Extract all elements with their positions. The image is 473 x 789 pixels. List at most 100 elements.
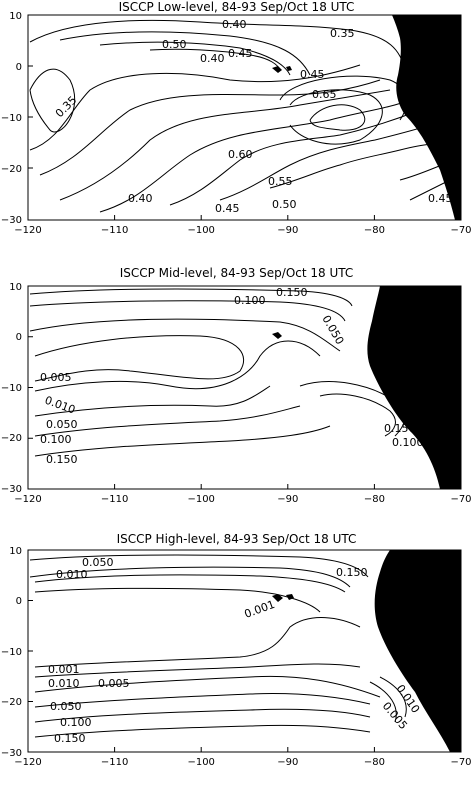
- contour-label: 0.150: [336, 566, 368, 579]
- contour-label: 0.001: [48, 663, 80, 676]
- contour-line: [29, 64, 361, 151]
- contour-line: [34, 587, 321, 613]
- y-tick-label: 10: [9, 282, 22, 293]
- contour-label: 0.100: [60, 716, 92, 729]
- contour-line: [34, 405, 301, 437]
- y-tick-label: −10: [1, 647, 22, 658]
- contour-label: 0.100: [40, 433, 72, 446]
- mid-level-contour-plot: −120 −110 −100 −90 −80 −70 10 0 −10 −20 …: [1, 282, 472, 505]
- contour-line: [29, 318, 341, 352]
- contour-label: 0.65: [312, 88, 337, 101]
- contour-label: 0.050: [46, 418, 78, 431]
- contour-line: [369, 681, 397, 723]
- contour-line: [34, 675, 381, 698]
- y-tick-label: 10: [9, 546, 22, 557]
- low-level-panel: ISCCP Low-level, 84-93 Sep/Oct 18 UTC: [0, 0, 473, 257]
- y-tick-label: 0: [16, 332, 22, 343]
- high-level-contour-plot: −120 −110 −100 −90 −80 −70 10 0 −10 −20 …: [1, 546, 472, 768]
- contour-label: 0.40: [222, 18, 247, 31]
- land-mass: [272, 15, 461, 220]
- contour-line: [29, 68, 76, 133]
- contour-label: 0.35: [330, 27, 355, 40]
- x-tick-label: −70: [450, 494, 471, 505]
- y-tick-label: −30: [1, 215, 22, 226]
- contour-line: [99, 41, 291, 76]
- contour-label: 0.010: [56, 568, 88, 581]
- contour-label: 0.050: [50, 700, 82, 713]
- contour-label: 0.55: [268, 175, 293, 188]
- contour-line: [29, 19, 406, 71]
- x-tick-label: −90: [277, 225, 298, 236]
- contour-line: [169, 109, 421, 206]
- x-tick-label: −100: [187, 494, 214, 505]
- contour-label: 0.50: [272, 198, 297, 211]
- x-tick-label: −90: [277, 494, 298, 505]
- low-level-contour-plot: −120 −110 −100 −90 −80 −70 10 0 −10 −20 …: [1, 11, 472, 236]
- x-tick-label: −110: [101, 494, 128, 505]
- y-tick-label: −20: [1, 164, 22, 175]
- y-tick-label: −20: [1, 433, 22, 444]
- x-tick-label: −90: [277, 757, 298, 768]
- y-tick-label: 10: [9, 11, 22, 22]
- contour-line: [34, 574, 346, 593]
- y-tick-label: −20: [1, 697, 22, 708]
- contour-line: [59, 89, 391, 201]
- contour-label: 0.45: [215, 202, 240, 215]
- contour-line: [379, 676, 407, 718]
- contour-label: 0.150: [54, 732, 86, 745]
- x-tick-label: −70: [450, 225, 471, 236]
- contour-label: 0.45: [300, 68, 325, 81]
- x-tick-label: −80: [364, 225, 385, 236]
- contour-label: 0.010: [48, 677, 80, 690]
- contour-line: [99, 99, 411, 213]
- contour-line: [309, 104, 366, 131]
- x-tick-label: −100: [187, 225, 214, 236]
- chart-title: ISCCP High-level, 84-93 Sep/Oct 18 UTC: [116, 532, 357, 546]
- contour-line: [149, 48, 281, 71]
- x-tick-label: −80: [364, 757, 385, 768]
- contour-label: 0.100: [234, 294, 266, 307]
- contour-line: [34, 693, 371, 708]
- contour-line: [34, 385, 271, 417]
- contour-label: 0.45: [428, 192, 453, 205]
- contour-label: 0.50: [162, 38, 187, 51]
- x-tick-label: −70: [450, 757, 471, 768]
- x-tick-label: −80: [364, 494, 385, 505]
- contour-line: [39, 79, 381, 176]
- contour-label: 0.60: [228, 148, 253, 161]
- x-tick-label: −120: [14, 757, 41, 768]
- mid-level-panel: ISCCP Mid-level, 84-93 Sep/Oct 18 UTC −1…: [0, 266, 473, 523]
- chart-title: ISCCP Mid-level, 84-93 Sep/Oct 18 UTC: [119, 266, 354, 280]
- y-tick-label: 0: [16, 62, 22, 73]
- chart-title: ISCCP Low-level, 84-93 Sep/Oct 18 UTC: [118, 0, 355, 14]
- x-tick-label: −110: [101, 225, 128, 236]
- y-tick-label: −30: [1, 484, 22, 495]
- contour-line: [289, 89, 383, 145]
- contour-label: 0.45: [228, 47, 253, 60]
- land-mass: [272, 286, 461, 489]
- y-tick-label: −10: [1, 113, 22, 124]
- contour-label: 0.40: [128, 192, 153, 205]
- contour-line: [34, 340, 321, 392]
- contour-line: [319, 393, 396, 437]
- contour-line: [34, 663, 361, 678]
- high-level-panel: ISCCP High-level, 84-93 Sep/Oct 18 UTC −…: [0, 532, 473, 789]
- y-tick-label: −10: [1, 383, 22, 394]
- contour-label: 0.150: [276, 286, 308, 299]
- x-tick-label: −120: [14, 494, 41, 505]
- contour-label: 0.100: [392, 436, 424, 449]
- x-tick-label: −110: [101, 757, 128, 768]
- contour-line: [34, 617, 361, 668]
- y-tick-label: 0: [16, 596, 22, 607]
- contour-label: 0.40: [200, 52, 225, 65]
- contour-line: [29, 288, 353, 307]
- contour-line: [34, 724, 371, 738]
- contour-label: 0.150: [46, 453, 78, 466]
- contour-label: 0.050: [82, 556, 114, 569]
- contour-line: [34, 708, 371, 723]
- contour-label: 0.150: [384, 422, 416, 435]
- contour-line: [59, 31, 311, 76]
- x-tick-label: −120: [14, 225, 41, 236]
- contour-line: [219, 124, 431, 201]
- contour-label: 0.005: [40, 371, 72, 384]
